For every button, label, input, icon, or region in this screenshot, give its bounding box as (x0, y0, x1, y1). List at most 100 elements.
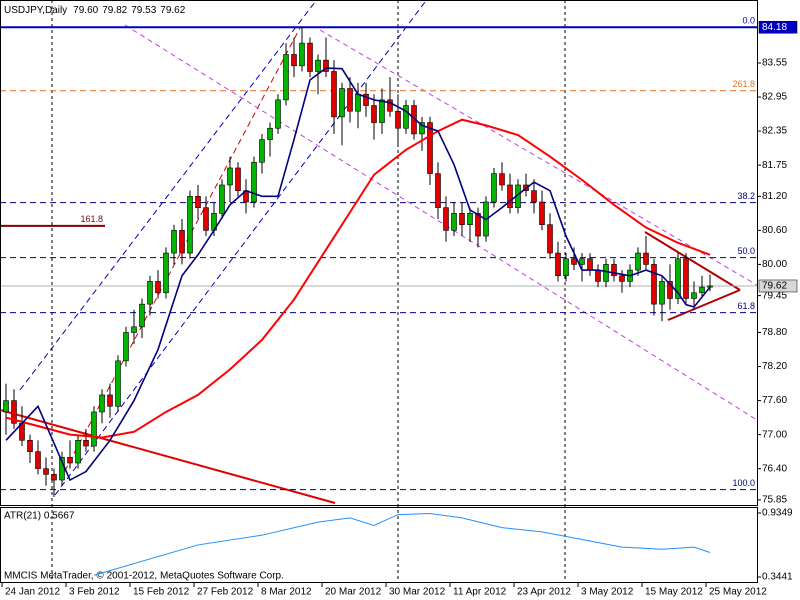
price-label-box (758, 20, 798, 34)
candle-body (315, 59, 321, 72)
y-tick-label: 82.95 (762, 92, 787, 103)
y-tick-label: 77.60 (762, 395, 787, 406)
candle-body (427, 122, 433, 174)
candle-body (123, 332, 129, 362)
indicator-line (93, 513, 711, 576)
candle-body (539, 201, 545, 225)
y-tick-label: 76.40 (762, 463, 787, 474)
candle-body (707, 285, 713, 288)
x-tick-label: 3 Feb 2012 (69, 587, 120, 598)
candle-body (531, 190, 537, 203)
candle-body (35, 451, 41, 469)
fib-label: 50.0 (737, 246, 755, 256)
candle-body (603, 264, 609, 282)
moving-average (5, 67, 711, 482)
candle-body (99, 394, 105, 413)
trend-line (0, 409, 336, 504)
y-tick-label: 78.20 (762, 361, 787, 372)
candle-body (619, 275, 625, 282)
candle-body (467, 213, 473, 225)
candle-body (547, 224, 553, 254)
candle-body (67, 457, 73, 464)
fib-label: 261.8 (732, 79, 755, 89)
candle-body (659, 281, 665, 305)
triangle-line (644, 231, 741, 291)
candle-body (171, 230, 177, 254)
candle-body (331, 71, 337, 118)
candle-body (355, 93, 361, 112)
candle-body (379, 99, 385, 123)
y-tick-label: 75.85 (762, 495, 787, 506)
y-tick-label: 81.20 (762, 191, 787, 202)
candle-body (163, 252, 169, 294)
candle-body (83, 440, 89, 447)
candle-body (267, 127, 273, 140)
x-tick-label: 15 Feb 2012 (133, 587, 190, 598)
channel-line (54, 1, 426, 496)
candle-body (347, 88, 353, 112)
x-tick-label: 15 May 2012 (645, 587, 703, 598)
candle-body (131, 326, 137, 333)
candle-body (3, 400, 9, 413)
fib-label: 0.0 (742, 16, 755, 26)
indicator-panel-border (0, 507, 758, 583)
moving-average (5, 118, 711, 439)
x-tick-label: 20 Mar 2012 (325, 587, 382, 598)
candle-body (307, 42, 313, 72)
x-tick-label: 27 Feb 2012 (197, 587, 254, 598)
candle-body (419, 122, 425, 135)
candle-body (595, 269, 601, 282)
y-tick-label: 0.9349 (762, 508, 793, 519)
candle-body (147, 281, 153, 305)
candle-body (195, 196, 201, 208)
candle-body (339, 88, 345, 118)
candle-body (203, 207, 209, 231)
x-tick-label: 11 Apr 2012 (453, 587, 507, 598)
y-tick-label: 82.35 (762, 126, 787, 137)
y-tick-label: 80.00 (762, 259, 787, 270)
candle-body (499, 173, 505, 186)
candle-body (291, 54, 297, 67)
fib-label: 161.8 (80, 214, 103, 224)
candle-body (475, 213, 481, 237)
candle-body (219, 184, 225, 214)
candle-body (259, 139, 265, 163)
candle-body (51, 474, 57, 481)
x-tick-label: 3 May 2012 (581, 587, 634, 598)
candle-body (507, 184, 513, 208)
x-tick-label: 25 May 2012 (709, 587, 767, 598)
fib-label: 100.0 (732, 478, 755, 488)
candle-body (651, 264, 657, 305)
x-tick-label: 30 Mar 2012 (389, 587, 446, 598)
y-tick-label: 79.45 (762, 290, 787, 301)
price-label: 84.18 (762, 22, 787, 33)
x-tick-label: 24 Jan 2012 (5, 587, 60, 598)
y-tick-label: 80.60 (762, 225, 787, 236)
ohlc: 79.53 (131, 5, 156, 16)
ohlc: 79.60 (73, 5, 98, 16)
ohlc: 79.62 (160, 5, 185, 16)
trend-line (319, 29, 758, 286)
fib-label: 38.2 (737, 191, 755, 201)
price-label-box (758, 279, 798, 293)
candle-body (571, 258, 577, 265)
candle-body (667, 281, 673, 299)
trend-line (124, 24, 758, 421)
candle-body (363, 93, 369, 106)
drawings (0, 0, 758, 583)
candle-body (563, 258, 569, 277)
indicator-title: ATR(21) 0.5667 (4, 511, 75, 522)
price-label: 79.62 (762, 281, 787, 292)
candle-body (387, 99, 393, 112)
x-tick-label: 23 Apr 2012 (517, 587, 571, 598)
candle-body (643, 252, 649, 265)
candle-body (691, 292, 697, 299)
x-tick-label: 8 Mar 2012 (261, 587, 312, 598)
candle-body (275, 99, 281, 129)
candle-body (371, 105, 377, 123)
candle-body (27, 440, 33, 452)
triangle-line (667, 289, 741, 321)
candle-body (91, 411, 97, 447)
